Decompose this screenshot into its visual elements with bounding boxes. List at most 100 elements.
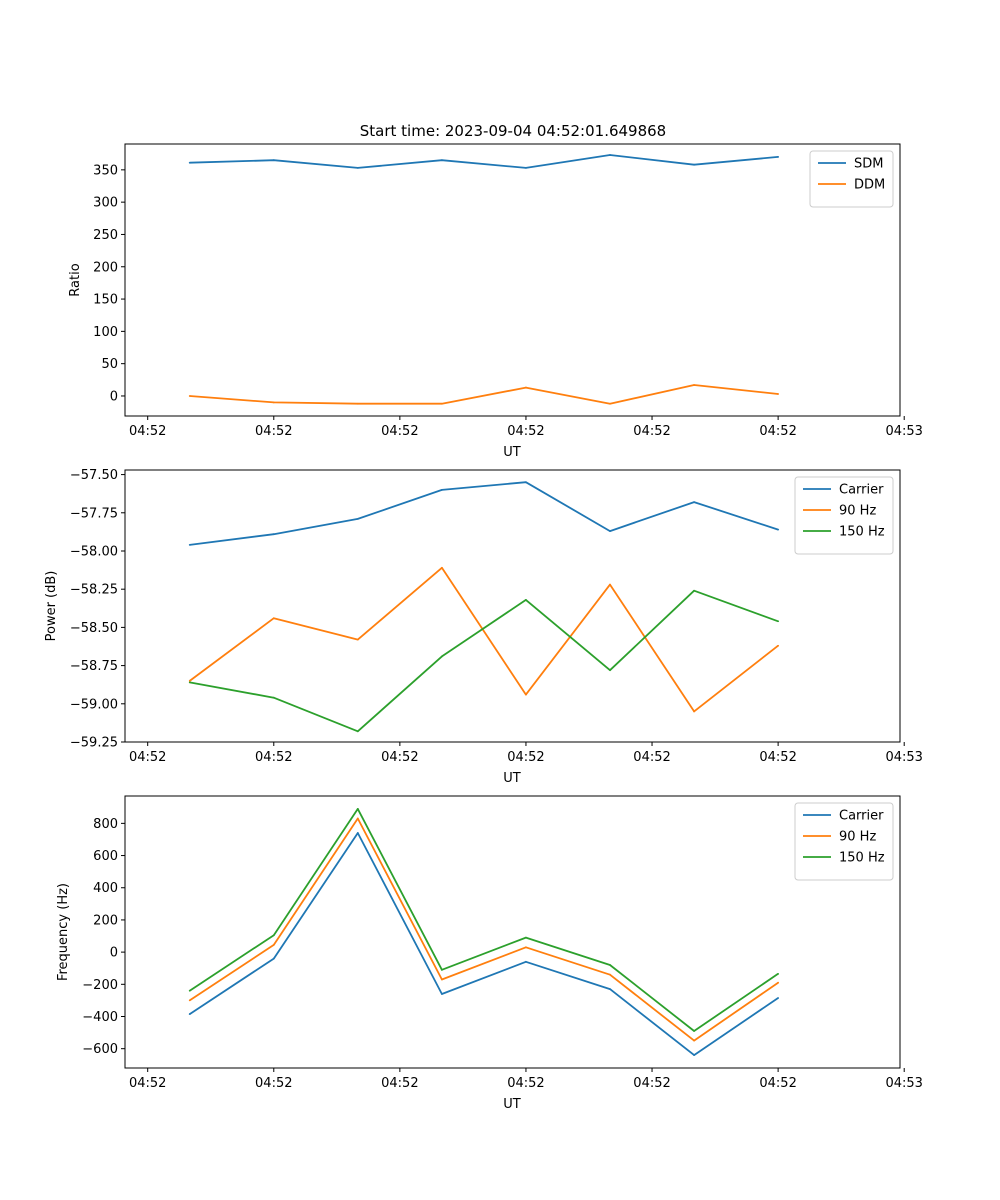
- x-tick-label: 04:52: [129, 750, 166, 765]
- y-tick-label: 50: [101, 357, 118, 372]
- y-axis-label: Ratio: [68, 263, 83, 296]
- data-point: [525, 936, 527, 939]
- x-axis-label: UT: [503, 771, 521, 786]
- data-point: [440, 488, 443, 491]
- data-point: [777, 620, 780, 623]
- data-point: [272, 934, 275, 937]
- data-point: [693, 163, 695, 166]
- data-point: [440, 978, 443, 981]
- x-axis-label: UT: [503, 1097, 521, 1112]
- data-point: [693, 384, 695, 386]
- y-tick-label: 200: [93, 913, 118, 928]
- data-point: [356, 402, 359, 405]
- x-tick-label: 04:53: [885, 750, 922, 765]
- data-point: [272, 943, 275, 946]
- data-point: [188, 999, 191, 1002]
- y-tick-label: −58.50: [70, 621, 118, 636]
- data-point: [440, 566, 443, 569]
- data-point: [777, 528, 780, 531]
- x-tick-label: 04:52: [759, 424, 796, 439]
- y-tick-label: −59.25: [70, 736, 118, 751]
- data-point: [356, 638, 359, 641]
- legend-label: 90 Hz: [839, 830, 876, 845]
- series-line-ddm: [189, 384, 779, 405]
- x-tick-label: 04:52: [507, 424, 544, 439]
- x-tick-label: 04:53: [885, 424, 922, 439]
- data-point: [356, 817, 359, 820]
- data-point: [609, 530, 611, 533]
- data-point: [609, 583, 611, 586]
- data-point: [440, 968, 443, 971]
- y-tick-label: −58.00: [70, 544, 118, 559]
- data-point: [188, 681, 191, 684]
- x-tick-label: 04:52: [255, 424, 292, 439]
- series-line-150-hz: [189, 808, 779, 1032]
- data-point: [777, 972, 780, 975]
- data-point: [188, 395, 191, 397]
- data-point: [272, 401, 275, 404]
- subplot-ratio: 04:52 04:52 04:52 04:52 04:52 04:52 04:53 0 50 10…: [68, 143, 923, 460]
- data-point: [609, 669, 611, 672]
- y-tick-label: 300: [93, 196, 118, 211]
- x-tick-label: 04:52: [381, 750, 418, 765]
- data-point: [188, 989, 191, 992]
- series-line-90-hz: [189, 566, 779, 713]
- y-tick-label: 150: [93, 293, 118, 308]
- data-point: [777, 644, 780, 647]
- data-point: [777, 393, 780, 395]
- y-tick-label: 0: [110, 389, 118, 404]
- data-point: [693, 1030, 695, 1032]
- data-point: [525, 946, 527, 949]
- axes-frame: [124, 143, 901, 417]
- data-point: [188, 161, 191, 164]
- data-point: [609, 973, 611, 976]
- data-point: [356, 807, 359, 810]
- data-point: [525, 481, 527, 484]
- series-line-carrier: [189, 481, 779, 546]
- axes-frame: [124, 795, 901, 1069]
- x-tick-label: 04:52: [255, 1076, 292, 1091]
- y-axis-label: Frequency (Hz): [56, 883, 71, 981]
- y-tick-label: −57.75: [70, 506, 118, 521]
- legend-box: [794, 802, 894, 881]
- data-point: [525, 598, 527, 601]
- legend-box: [794, 476, 894, 555]
- x-tick-label: 04:52: [381, 1076, 418, 1091]
- y-tick-label: 400: [93, 881, 118, 896]
- legend-label: 90 Hz: [839, 504, 876, 519]
- data-point: [525, 386, 527, 389]
- data-point: [272, 159, 275, 162]
- legend-box: [809, 150, 894, 208]
- data-point: [609, 402, 611, 405]
- legend-label: 150 Hz: [839, 525, 885, 540]
- data-point: [609, 154, 611, 156]
- data-point: [356, 167, 359, 169]
- x-tick-label: 04:52: [633, 424, 670, 439]
- axes-frame: [124, 469, 901, 743]
- legend-label: Carrier: [839, 483, 884, 498]
- data-point: [272, 533, 275, 536]
- y-tick-label: −600: [82, 1042, 118, 1057]
- x-tick-label: 04:52: [759, 1076, 796, 1091]
- data-point: [693, 501, 695, 503]
- data-point: [272, 957, 275, 960]
- data-point: [440, 655, 443, 658]
- y-tick-label: 350: [93, 163, 118, 178]
- y-tick-label: 800: [93, 817, 118, 832]
- data-point: [693, 1054, 695, 1057]
- legend-label: DDM: [854, 178, 885, 193]
- data-point: [440, 402, 443, 405]
- legend-label: SDM: [854, 157, 883, 172]
- y-tick-label: 200: [93, 260, 118, 275]
- y-tick-label: −57.50: [70, 468, 118, 483]
- y-tick-label: −200: [82, 978, 118, 993]
- data-point: [525, 167, 527, 169]
- x-tick-label: 04:52: [255, 750, 292, 765]
- x-tick-label: 04:52: [759, 750, 796, 765]
- series-line-carrier: [189, 832, 779, 1056]
- data-point: [693, 589, 695, 592]
- y-tick-label: 600: [93, 849, 118, 864]
- data-point: [525, 960, 527, 963]
- y-tick-label: 250: [93, 228, 118, 243]
- legend-label: Carrier: [839, 809, 884, 824]
